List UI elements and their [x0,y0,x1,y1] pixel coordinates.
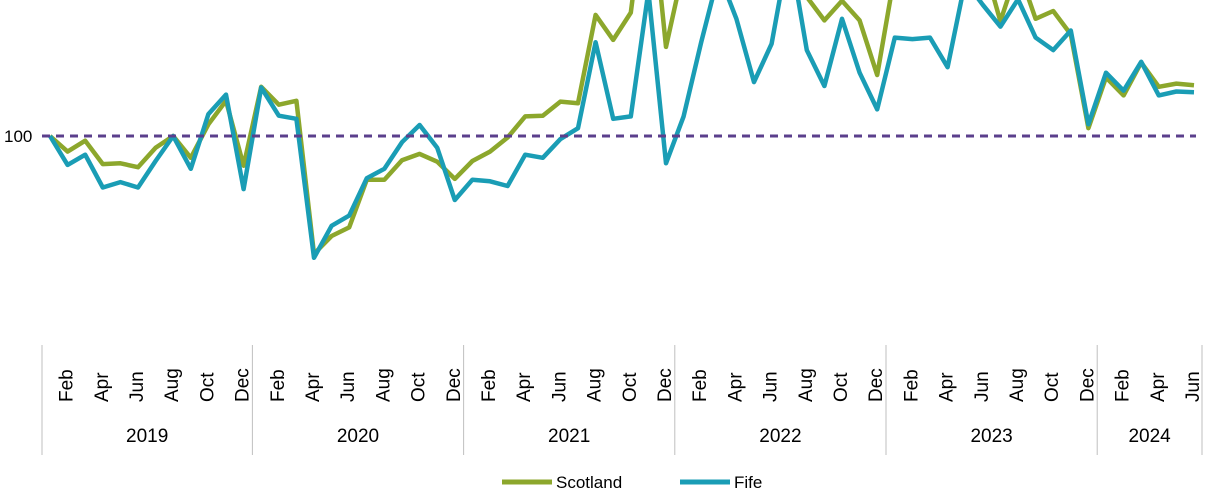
x-tick-label-jun-2019: Jun [127,371,148,402]
x-tick-label-apr-2023: Apr [937,372,958,402]
x-tick-label-feb-2024: Feb [1113,369,1134,402]
x-tick-label-feb-2023: Feb [901,369,922,402]
legend: Scotland Fife [502,473,762,492]
x-tick-label-apr-2019: Apr [92,372,113,402]
x-tick-label-jun-2021: Jun [549,371,570,402]
legend-label-fife: Fife [734,473,762,492]
x-tick-label-jun-2022: Jun [761,371,782,402]
x-year-label-2020: 2020 [337,426,379,447]
x-tick-label-jun-2024: Jun [1183,371,1204,402]
x-tick-label-dec-2020: Dec [444,368,465,402]
x-tick-label-aug-2023: Aug [1007,368,1028,402]
x-year-label-2023: 2023 [970,426,1012,447]
y-tick-label-100: 100 [4,127,32,146]
series-line-fife [48,0,1195,261]
x-tick-label-oct-2019: Oct [197,372,218,402]
x-tick-label-aug-2021: Aug [585,368,606,402]
x-tick-label-oct-2020: Oct [409,372,430,402]
x-tick-label-apr-2020: Apr [303,372,324,402]
x-tick-label-feb-2019: Feb [57,369,78,402]
x-axis: Feb Apr Jun Aug Oct Dec 2019 Feb Apr Jun Aug Oct Dec… [41,345,1204,455]
x-tick-label-feb-2021: Feb [479,369,500,402]
x-tick-label-dec-2021: Dec [655,368,676,402]
x-tick-label-oct-2022: Oct [831,372,852,402]
x-tick-label-feb-2022: Feb [690,369,711,402]
x-year-label-2024: 2024 [1128,426,1171,447]
x-year-label-2022: 2022 [759,426,801,447]
x-tick-label-aug-2019: Aug [162,368,183,402]
x-tick-label-jun-2023: Jun [972,371,993,402]
legend-label-scotland: Scotland [556,473,622,492]
x-year-label-2019: 2019 [126,426,168,447]
series-layer [48,0,1195,261]
x-tick-label-dec-2023: Dec [1077,368,1098,402]
x-tick-label-dec-2019: Dec [233,368,254,402]
x-year-label-2021: 2021 [548,426,590,447]
x-tick-label-oct-2021: Oct [620,372,641,402]
x-tick-label-dec-2022: Dec [866,368,887,402]
x-tick-label-oct-2023: Oct [1042,372,1063,402]
x-tick-label-feb-2020: Feb [268,369,289,402]
plot-area [42,0,1196,261]
series-line-scotland [48,0,1195,257]
x-tick-label-apr-2024: Apr [1148,372,1169,402]
x-tick-label-apr-2022: Apr [725,372,746,402]
x-tick-label-jun-2020: Jun [338,371,359,402]
x-tick-label-aug-2022: Aug [796,368,817,402]
x-tick-label-apr-2021: Apr [514,372,535,402]
x-tick-label-aug-2020: Aug [373,368,394,402]
